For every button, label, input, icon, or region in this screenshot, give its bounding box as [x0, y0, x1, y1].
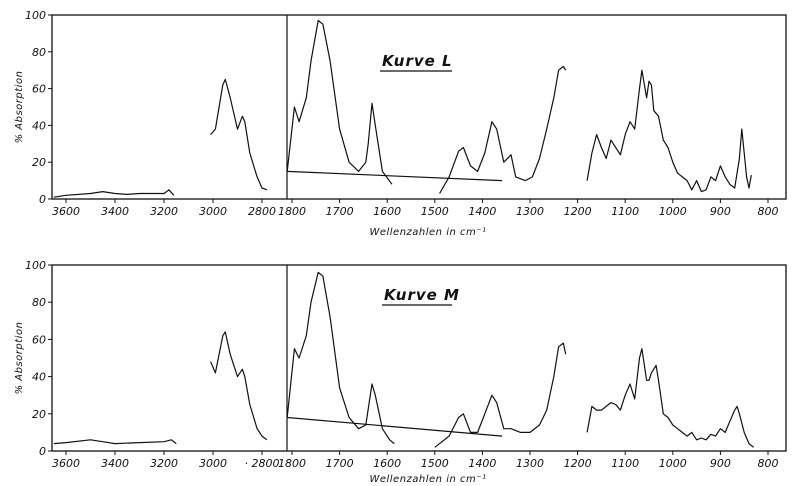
x-tick-label: 1700: [326, 457, 354, 470]
x-tick-label: 1000: [659, 205, 687, 218]
x-tick-label: 1600: [373, 205, 401, 218]
x-tick-label: 1200: [564, 457, 592, 470]
x-tick-label: 900: [710, 457, 731, 470]
x-tick-label: 1800: [278, 457, 306, 470]
x-tick-label: 1400: [468, 205, 496, 218]
x-tick-label: 800: [758, 457, 779, 470]
y-tick-label: 80: [32, 46, 46, 59]
x-tick-label: 3400: [101, 205, 129, 218]
x-tick-label: 1100: [611, 457, 639, 470]
y-tick-label: 20: [32, 156, 46, 169]
y-tick-label: 40: [32, 119, 46, 132]
spectrum-segment-4: [439, 65, 567, 194]
x-tick-label: 1400: [468, 457, 496, 470]
spectrum-segment-4: [434, 342, 567, 448]
x-tick-label: 3200: [150, 457, 178, 470]
curve-title: Kurve M: [384, 286, 460, 304]
spectrum-segment-1: [53, 439, 177, 445]
spectrum-segment-2: [210, 331, 268, 441]
x-tick-label: 3000: [199, 457, 227, 470]
x-tick-label: 1300: [516, 205, 544, 218]
chart-panel-l: 0 20 40 60 80 100 3600 3400 3200 3000 2800 1800 1700…: [14, 9, 787, 238]
x-tick-label: 1200: [564, 205, 592, 218]
y-tick-label: 60: [32, 83, 46, 96]
y-tick-label: 20: [32, 408, 46, 421]
x-tick-label: 1500: [421, 457, 449, 470]
y-tick-label: 80: [32, 296, 46, 309]
x-tick-label: 3600: [52, 205, 80, 218]
x-tick-label: 1100: [611, 205, 639, 218]
spectrum-segment-1: [53, 189, 175, 198]
spectrum-segment-5: [586, 348, 755, 448]
x-tick-label: 3000: [199, 205, 227, 218]
x-tick-label: 3200: [150, 205, 178, 218]
x-tick-label: 800: [758, 205, 779, 218]
plot-frame: [51, 14, 787, 200]
x-tick-label: 1500: [421, 205, 449, 218]
x-tick-label: 1700: [326, 205, 354, 218]
y-tick-label: 0: [39, 445, 46, 458]
x-tick-label: 1000: [659, 457, 687, 470]
y-tick-label: 100: [25, 259, 46, 272]
x-tick-label: 1300: [516, 457, 544, 470]
x-tick-label: 1600: [373, 457, 401, 470]
y-axis-title: % Absorption: [14, 71, 25, 144]
y-tick-label: 100: [25, 9, 46, 22]
x-tick-label: 900: [710, 205, 731, 218]
spectrum-segment-3: [286, 271, 503, 445]
y-tick-label: 40: [32, 371, 46, 384]
spectrum-segment-5: [586, 69, 752, 193]
spectrum-segment-3: [286, 19, 503, 185]
curve-title: Kurve L: [382, 52, 453, 70]
x-tick-label: 3400: [101, 457, 129, 470]
x-axis-title: Wellenzahlen in cm⁻¹: [369, 227, 486, 238]
x-axis-title: Wellenzahlen in cm⁻¹: [369, 474, 486, 485]
x-tick-label: 3600: [52, 457, 80, 470]
y-axis-title: % Absorption: [14, 322, 25, 395]
x-tick-label: 1800: [278, 205, 306, 218]
x-tick-label: · 2800: [245, 457, 280, 470]
y-tick-label: 60: [32, 333, 46, 346]
spectrum-segment-2: [210, 78, 268, 191]
y-tick-label: 0: [39, 193, 46, 206]
x-tick-label: 2800: [248, 205, 276, 218]
plot-frame: [51, 264, 787, 452]
